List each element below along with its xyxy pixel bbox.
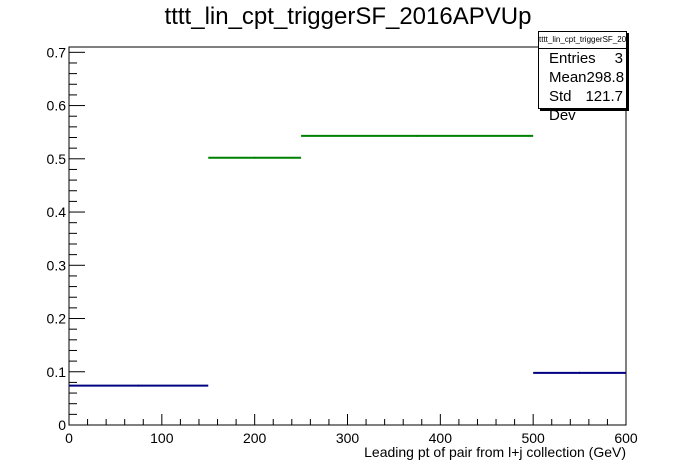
stats-label: Mean [549,69,587,86]
stats-box: tttt_lin_cpt_triggerSF_2016APVUp Entries… [538,31,627,124]
y-tick-label: 0.6 [47,98,67,114]
stats-value: 3 [614,50,623,67]
stats-row-mean: Mean 298.8 [539,68,626,87]
stats-value: 298.8 [586,69,625,86]
y-tick-label: 0.5 [47,151,67,167]
y-tick-label: 0.1 [47,364,67,380]
x-tick-label: 500 [521,430,545,446]
stats-row-stddev: Std Dev 121.7 [539,87,626,124]
x-tick-label: 200 [243,430,267,446]
y-tick-label: 0.7 [47,44,67,60]
x-tick-label: 400 [429,430,453,446]
stats-value: 121.7 [585,88,623,105]
y-tick-label: 0.2 [47,311,67,327]
chart-title: tttt_lin_cpt_triggerSF_2016APVUp [164,3,532,30]
x-tick-label: 600 [614,430,638,446]
x-tick-label: 0 [65,430,73,446]
stats-label: Std Dev [549,88,576,124]
y-tick-label: 0 [58,417,66,433]
x-tick-label: 100 [150,430,174,446]
y-tick-label: 0.4 [47,204,67,220]
stats-box-title: tttt_lin_cpt_triggerSF_2016APVUp [539,32,626,49]
stats-label: Entries [549,50,596,67]
x-tick-label: 300 [336,430,360,446]
stats-row-entries: Entries 3 [539,49,626,68]
x-axis-label: Leading pt of pair from l+j collection (… [364,444,626,460]
y-tick-label: 0.3 [47,257,67,273]
